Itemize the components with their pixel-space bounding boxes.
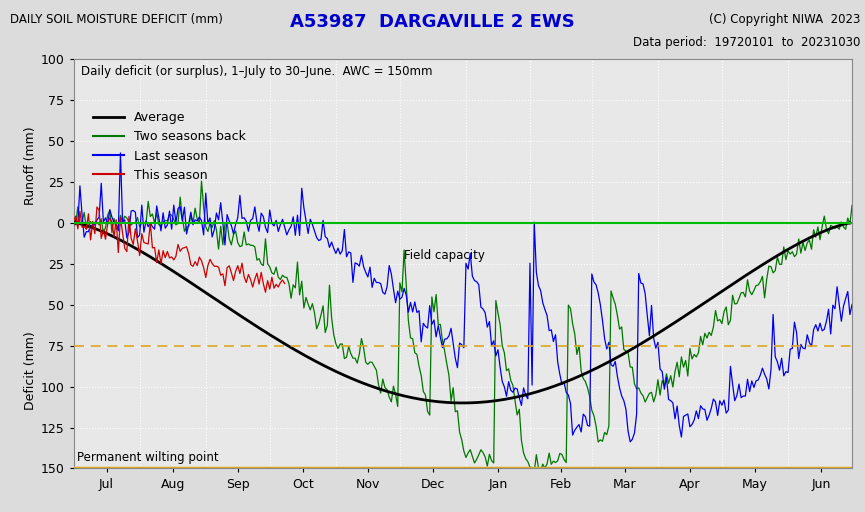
Text: A53987  DARGAVILLE 2 EWS: A53987 DARGAVILLE 2 EWS	[290, 13, 575, 31]
Text: Field capacity: Field capacity	[405, 249, 485, 262]
Text: Daily deficit (or surplus), 1–July to 30–June.  AWC = 150mm: Daily deficit (or surplus), 1–July to 30…	[81, 65, 432, 78]
Legend: Average, Two seasons back, Last season, This season: Average, Two seasons back, Last season, …	[87, 106, 251, 187]
Text: Permanent wilting point: Permanent wilting point	[78, 451, 219, 463]
Text: DAILY SOIL MOISTURE DEFICIT (mm): DAILY SOIL MOISTURE DEFICIT (mm)	[10, 13, 223, 26]
Text: Runoff (mm): Runoff (mm)	[24, 126, 37, 205]
Text: Data period:  19720101  to  20231030: Data period: 19720101 to 20231030	[633, 36, 861, 49]
Text: Deficit (mm): Deficit (mm)	[24, 331, 37, 410]
Text: (C) Copyright NIWA  2023: (C) Copyright NIWA 2023	[709, 13, 861, 26]
